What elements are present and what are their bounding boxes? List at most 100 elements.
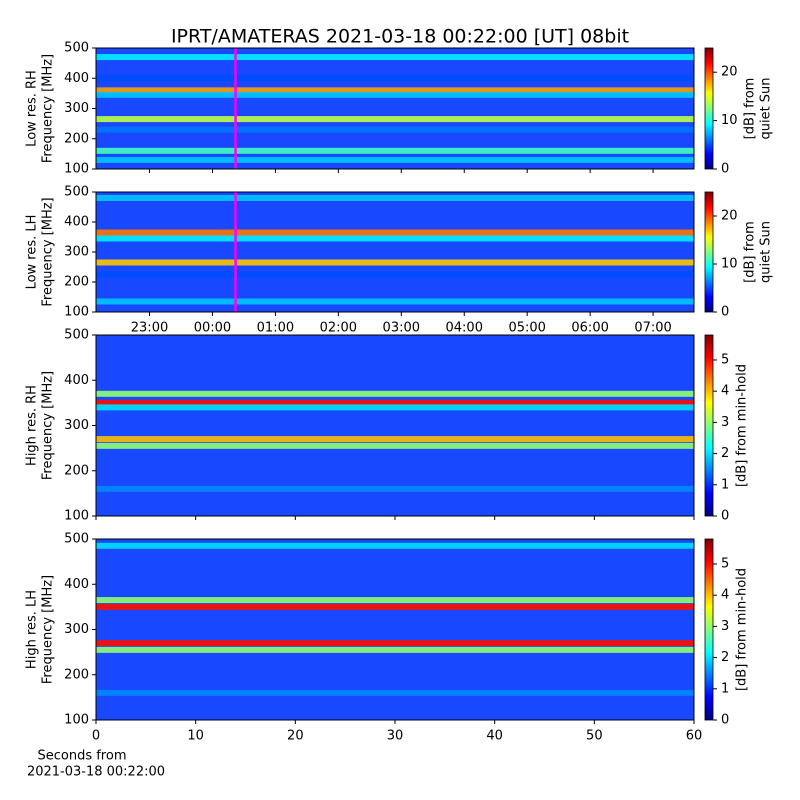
y-tick-label: 500 <box>64 41 89 56</box>
colorbar <box>704 334 714 517</box>
x-tick-label: 10 <box>187 729 204 744</box>
spectrogram-background <box>96 192 694 312</box>
y-tick-label: 200 <box>64 131 89 146</box>
colorbar-tick-label: 1 <box>721 681 729 696</box>
y-tick-label: 100 <box>64 162 89 177</box>
band <box>96 404 694 411</box>
colorbar-tick-label: 0 <box>721 162 729 177</box>
colorbar-tick-label: 1 <box>721 477 729 492</box>
spectrogram-background <box>96 539 694 720</box>
x-tick-label: 60 <box>686 729 703 744</box>
x-tick-label: 50 <box>586 729 603 744</box>
x-tick-label: 04:00 <box>446 321 483 336</box>
x-tick-label: 02:00 <box>320 321 357 336</box>
colorbar-label: [dB] from <box>743 221 758 283</box>
band <box>96 271 694 278</box>
chart-title: IPRT/AMATERAS 2021-03-18 00:22:00 [UT] 0… <box>171 26 629 48</box>
y-tick-label: 300 <box>64 418 89 433</box>
colorbar-tick-label: 20 <box>721 65 738 80</box>
y-tick-label: 200 <box>64 275 89 290</box>
band <box>96 156 694 163</box>
colorbar-tick-label: 5 <box>721 556 729 571</box>
colorbar-tick-label: 0 <box>721 713 729 728</box>
y-axis-label: Low res. RH <box>25 70 40 147</box>
y-tick-label: 100 <box>64 509 89 524</box>
colorbar-label: [dB] from min-hold <box>735 568 750 691</box>
colorbar-tick-label: 2 <box>721 446 729 461</box>
band <box>96 436 694 443</box>
x-axis-label: Seconds from <box>37 749 126 764</box>
colorbar-label: [dB] from min-hold <box>735 364 750 487</box>
y-tick-label: 200 <box>64 667 89 682</box>
y-tick-label: 500 <box>64 532 89 547</box>
y-axis-label: Frequency [MHz] <box>41 371 56 480</box>
x-tick-label: 0 <box>92 729 100 744</box>
y-tick-label: 500 <box>64 185 89 200</box>
x-tick-label: 30 <box>387 729 404 744</box>
band <box>96 91 694 98</box>
band <box>96 689 694 696</box>
colorbar <box>704 47 714 170</box>
y-tick-label: 100 <box>64 713 89 728</box>
colorbar-tick-label: 5 <box>721 352 729 367</box>
x-tick-label: 07:00 <box>634 321 671 336</box>
colorbar <box>704 538 714 721</box>
x-tick-label: 20 <box>287 729 304 744</box>
band <box>96 235 694 242</box>
band <box>96 399 694 406</box>
x-tick-label: 06:00 <box>571 321 608 336</box>
y-tick-label: 500 <box>64 328 89 343</box>
colorbar-tick-label: 0 <box>721 305 729 320</box>
band <box>96 195 694 201</box>
y-tick-label: 300 <box>64 245 89 260</box>
x-tick-label: 03:00 <box>383 321 420 336</box>
colorbar-tick-label: 10 <box>721 257 738 272</box>
colorbar-tick-label: 4 <box>721 588 729 603</box>
band <box>96 597 694 604</box>
band <box>96 54 694 61</box>
colorbar-label: [dB] from <box>743 78 758 140</box>
y-tick-label: 100 <box>64 305 89 320</box>
y-axis-label: Frequency [MHz] <box>41 575 56 684</box>
band <box>96 390 694 397</box>
x-tick-label: 01:00 <box>257 321 294 336</box>
band <box>96 298 694 305</box>
colorbar-tick-label: 3 <box>721 619 729 634</box>
y-tick-label: 300 <box>64 101 89 116</box>
band <box>96 603 694 610</box>
colorbar-tick-label: 2 <box>721 650 729 665</box>
colorbar-tick-label: 20 <box>721 209 738 224</box>
y-tick-label: 300 <box>64 622 89 637</box>
band <box>96 542 694 549</box>
y-axis-label: Frequency [MHz] <box>41 54 56 163</box>
x-tick-label: 23:00 <box>131 321 168 336</box>
x-tick-label: 05:00 <box>508 321 545 336</box>
y-tick-label: 400 <box>64 373 89 388</box>
y-tick-label: 400 <box>64 215 89 230</box>
band <box>96 646 694 653</box>
colorbar-tick-label: 4 <box>721 384 729 399</box>
band <box>96 485 694 492</box>
y-tick-label: 400 <box>64 71 89 86</box>
band <box>96 229 694 236</box>
colorbar-tick-label: 10 <box>721 113 738 128</box>
band <box>96 640 694 647</box>
band <box>96 116 694 123</box>
band <box>96 75 694 82</box>
colorbar-tick-label: 0 <box>721 509 729 524</box>
colorbar-label: quiet Sun <box>759 77 774 139</box>
band <box>96 126 694 133</box>
x-axis-label: 2021-03-18 00:22:00 <box>27 765 165 780</box>
y-tick-label: 400 <box>64 577 89 592</box>
colorbar-label: quiet Sun <box>759 221 774 283</box>
x-tick-label: 00:00 <box>194 321 231 336</box>
y-axis-label: Low res. LH <box>25 215 40 290</box>
y-axis-label: High res. RH <box>25 385 40 466</box>
x-tick-label: 40 <box>486 729 503 744</box>
band <box>96 259 694 266</box>
band <box>96 442 694 449</box>
y-tick-label: 200 <box>64 463 89 478</box>
y-axis-label: Frequency [MHz] <box>41 197 56 306</box>
band <box>96 147 694 154</box>
y-axis-label: High res. LH <box>25 590 40 669</box>
